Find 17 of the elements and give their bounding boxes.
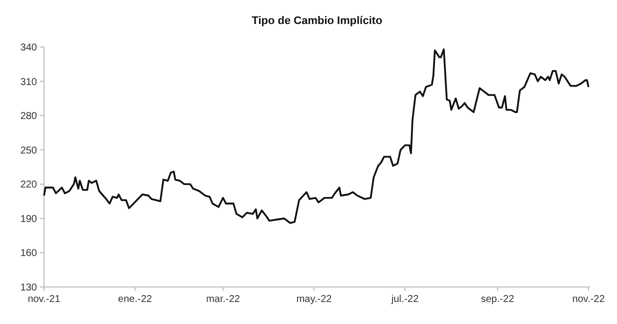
y-tick-label: 280: [20, 111, 38, 122]
y-tick-label: 130: [20, 282, 38, 294]
x-tick-label: sep.-22: [480, 294, 515, 305]
x-tick-label: nov.-21: [28, 294, 61, 305]
line-series: [43, 48, 590, 224]
y-tick-label: 310: [20, 76, 38, 88]
y-tick-label: 160: [20, 248, 38, 260]
y-tick-label: 340: [20, 42, 38, 54]
x-tick-label: ene.-22: [118, 294, 152, 305]
x-tick-label: jul.-22: [390, 294, 420, 305]
x-tick-label: nov.-22: [572, 294, 606, 305]
chart-title: Tipo de Cambio Implícito: [252, 15, 383, 27]
x-tick-label: may.-22: [296, 294, 332, 305]
y-tick-label: 220: [20, 180, 38, 191]
y-tick-label: 190: [20, 214, 38, 225]
x-tick-label: mar.-22: [206, 294, 240, 305]
y-tick-label: 250: [20, 145, 38, 156]
